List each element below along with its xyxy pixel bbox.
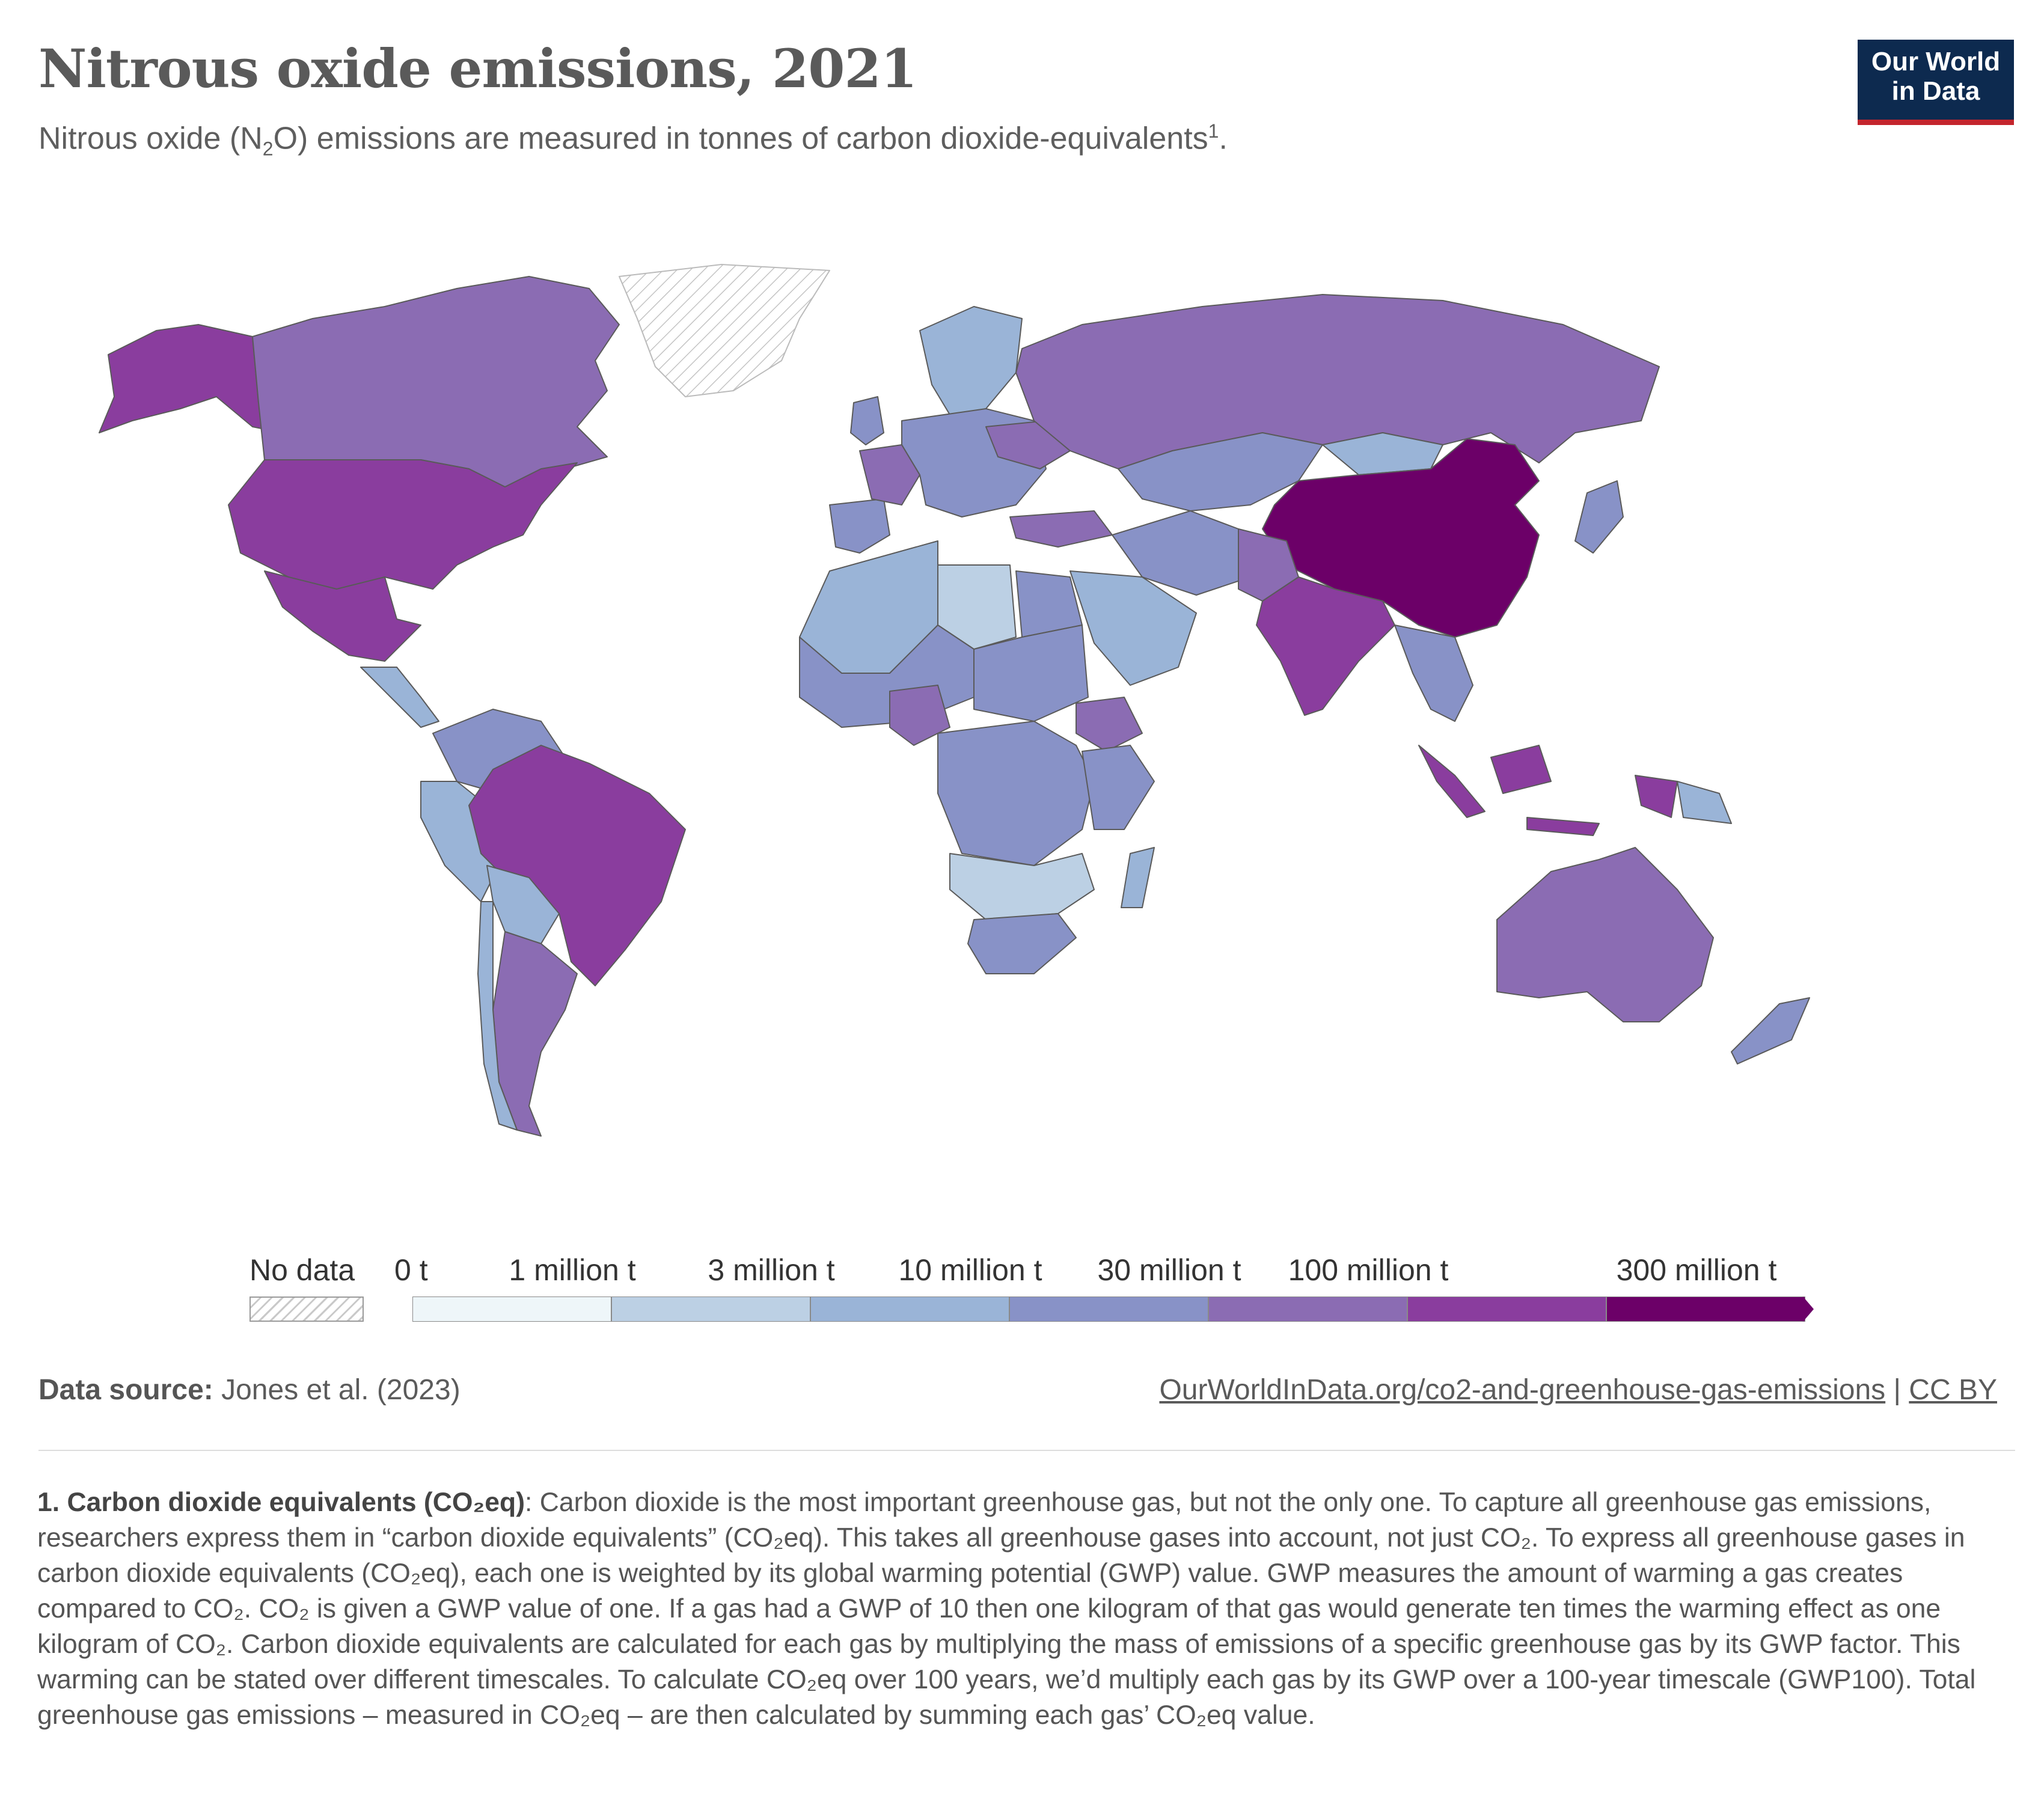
- chart-title: Nitrous oxide emissions, 2021: [38, 37, 917, 100]
- legend-no-data-label: No data: [249, 1253, 355, 1287]
- region-new-zealand: [1731, 997, 1810, 1064]
- region-scandinavia: [919, 306, 1023, 415]
- region-southeast-asia: [1394, 625, 1473, 722]
- region-libya: [937, 564, 1017, 650]
- region-spain: [829, 498, 890, 554]
- world-map: [99, 264, 1810, 1137]
- legend-no-data-swatch[interactable]: [249, 1296, 364, 1322]
- divider: [38, 1450, 2015, 1451]
- region-canada: [252, 276, 620, 487]
- legend-tick-label: 100 million t: [1288, 1253, 1449, 1287]
- owid-logo[interactable]: Our World in Data: [1858, 40, 2014, 125]
- region-turkey: [1009, 510, 1113, 548]
- region-japan: [1574, 480, 1624, 554]
- region-central-america: [360, 667, 439, 728]
- legend-tick-label: 1 million t: [509, 1253, 636, 1287]
- legend-arrow: [1803, 1296, 1814, 1322]
- region-india: [1256, 576, 1395, 716]
- region-greenland: [619, 264, 830, 397]
- region-united-states: [228, 459, 578, 590]
- legend-bin-3[interactable]: [1009, 1296, 1208, 1322]
- region-france: [859, 444, 920, 505]
- region-australia: [1496, 847, 1714, 1022]
- chart-subtitle: Nitrous oxide (N2O) emissions are measur…: [38, 120, 1228, 160]
- legend-tick-label: 10 million t: [898, 1253, 1042, 1287]
- region-south-africa: [967, 913, 1077, 974]
- legend-bin-6[interactable]: [1606, 1296, 1805, 1322]
- region-sudan: [973, 625, 1089, 722]
- region-central-africa: [937, 721, 1095, 866]
- region-madagascar: [1121, 847, 1155, 908]
- legend-tick-label: 300 million t: [1616, 1253, 1777, 1287]
- region-brazil: [468, 745, 686, 986]
- region-saudi-arabia: [1069, 570, 1197, 686]
- legend-bin-0[interactable]: [412, 1296, 611, 1322]
- legend-bin-2[interactable]: [810, 1296, 1009, 1322]
- legend-bin-4[interactable]: [1208, 1296, 1407, 1322]
- region-chile: [477, 901, 518, 1131]
- region-united-kingdom: [850, 396, 884, 445]
- data-source: Data source: Jones et al. (2023): [38, 1374, 461, 1406]
- legend-bin-5[interactable]: [1407, 1296, 1606, 1322]
- footer-links: OurWorldInData.org/co2-and-greenhouse-ga…: [1159, 1374, 1997, 1406]
- legend-tick-label: 0 t: [394, 1253, 428, 1287]
- legend-tick-label: 30 million t: [1097, 1253, 1241, 1287]
- region-ethiopia: [1076, 697, 1143, 752]
- region-russia: [1015, 294, 1660, 469]
- legend-bin-1[interactable]: [611, 1296, 810, 1322]
- region-mexico: [264, 570, 421, 662]
- region-east-africa: [1082, 745, 1155, 830]
- region-nigeria: [889, 685, 950, 746]
- legend-tick-label: 3 million t: [708, 1253, 835, 1287]
- region-southern-africa: [949, 853, 1095, 920]
- source-url-link[interactable]: OurWorldInData.org/co2-and-greenhouse-ga…: [1159, 1374, 1886, 1406]
- region-mongolia: [1322, 432, 1443, 475]
- footnote: 1. Carbon dioxide equivalents (CO₂eq): C…: [37, 1488, 1976, 1730]
- license-link[interactable]: CC BY: [1909, 1374, 1997, 1406]
- region-papua-new-guinea: [1677, 781, 1732, 824]
- region-indonesia: [1418, 745, 1678, 836]
- region-alaska: [99, 324, 283, 433]
